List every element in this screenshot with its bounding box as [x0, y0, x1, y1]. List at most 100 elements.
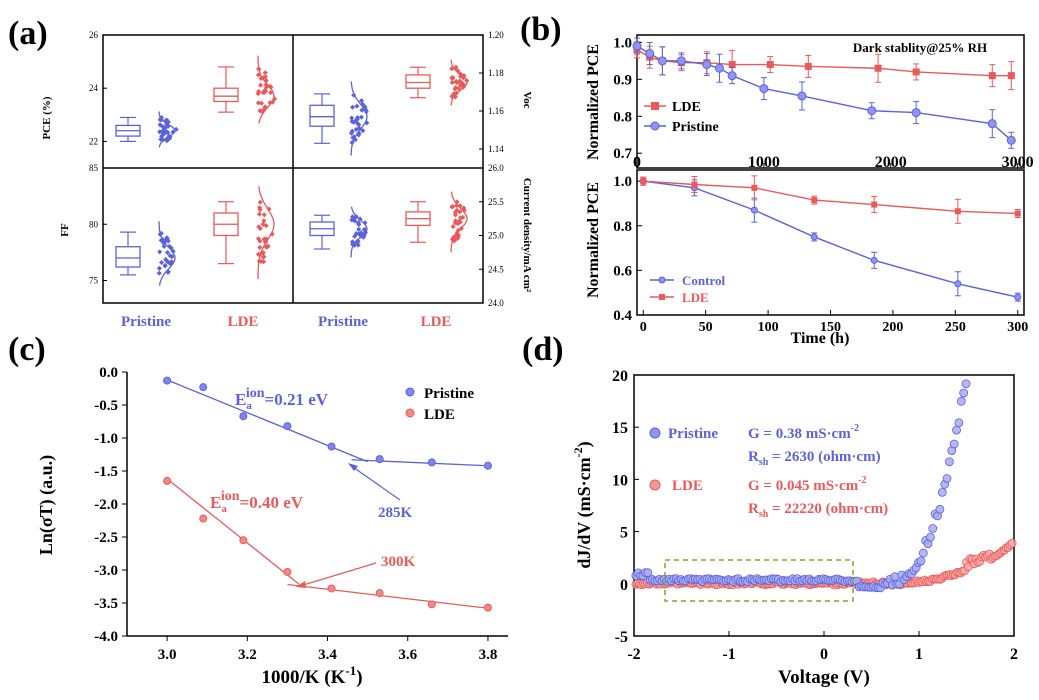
bottom-ytick-label: 0.6 [613, 263, 632, 279]
point-pristine [928, 524, 938, 533]
point-pristine [918, 548, 928, 558]
ea-pristine-sup: ion [246, 386, 265, 401]
k285-annotation: 285K [378, 505, 413, 521]
c-xtick-label: 3.4 [318, 647, 337, 663]
top-ytick-label: 0.7 [613, 146, 632, 162]
point-LDE [751, 184, 758, 191]
d-lde-R-val: = 22220 (ohm·cm) [768, 501, 888, 517]
box-iqr [309, 104, 335, 127]
point-Control [870, 256, 878, 264]
point-Control [1014, 293, 1022, 301]
distribution-curve [450, 59, 468, 106]
bottom-xtick-label: 100 [758, 320, 779, 335]
d-ylabel: dJ/dV (mS·cm-2) [571, 441, 595, 568]
d-lde-R: Rsh = 22220 (ohm·cm) [748, 501, 888, 520]
scatter-point [163, 237, 169, 243]
scatter-point [450, 224, 456, 230]
ea-pristine-base: E [235, 390, 246, 409]
scatter-point [263, 223, 269, 229]
point-LDE [912, 68, 920, 76]
scatter-point [256, 224, 262, 230]
panel-label-b: (b) [520, 11, 562, 48]
dark-stability-annotation: Dark stablity@25% RH [853, 40, 987, 55]
c-ytick-label: -2.0 [94, 497, 118, 513]
point-pristine [483, 461, 492, 470]
ea-pristine-annotation: Eaion=0.21 eV [235, 386, 329, 412]
scatter-point [354, 103, 360, 109]
d-pristine-R-sub: sh [759, 457, 769, 468]
legend-pristine-label: Pristine [672, 120, 719, 135]
point-lde [1007, 538, 1017, 548]
c-ytick-label: -3.0 [94, 563, 118, 579]
panel-a: 22 24 26 1.14 1.16 1.18 1.20 75 80 85 24.0 24.5 25.0… [41, 30, 533, 330]
scatter-point [255, 100, 261, 106]
fit-line-pristine-high [351, 459, 488, 467]
point-pristine [937, 487, 947, 497]
d-legend-pristine-marker [649, 427, 661, 439]
panel-label-d: (d) [522, 331, 564, 368]
distribution-curve [350, 206, 368, 258]
distribution-curve [450, 191, 468, 253]
scatter-point [162, 262, 168, 268]
tick-label: 1.14 [488, 144, 504, 154]
bottom-xtick-label: 50 [699, 320, 713, 335]
box-iqr [115, 246, 141, 268]
point-pristine [956, 396, 966, 406]
tick-label: 26.0 [488, 163, 504, 173]
point-lde [483, 603, 492, 612]
legend-lde-marker [651, 102, 659, 110]
point-Pristine [987, 119, 997, 129]
point-LDE [766, 61, 774, 69]
group-label-lde-1: LDE [228, 314, 259, 330]
scatter-point [164, 249, 171, 256]
bottom-legend: Control LDE [650, 273, 725, 305]
point-Control [810, 233, 818, 241]
point-pristine [952, 425, 961, 435]
scatter-point [453, 218, 459, 224]
point-Pristine [797, 91, 807, 101]
d-xtick-label: 2 [1010, 646, 1018, 663]
scatter-point [257, 244, 263, 250]
c-xlabel-text: 1000/K (K [261, 667, 345, 688]
c-legend-lde-marker [405, 408, 415, 418]
c-ytick-label: -3.5 [94, 596, 118, 612]
point-pristine [890, 572, 900, 582]
point-pristine [375, 455, 384, 464]
point-LDE [1014, 210, 1021, 217]
d-xlabel: Voltage (V) [778, 667, 870, 688]
c-ytick-label: -0.5 [94, 398, 118, 414]
d-ytick-label: -5 [615, 629, 628, 646]
point-pristine [961, 379, 971, 389]
scatter-point [454, 207, 460, 213]
point-Pristine [676, 56, 686, 66]
point-pristine [427, 458, 436, 467]
scatter-point [362, 220, 368, 226]
d-ylabel-close: ) [574, 441, 595, 447]
c-ytick-label: -4.0 [94, 629, 118, 645]
scatter-point [156, 270, 162, 276]
scatter-point [256, 211, 262, 217]
d-ylabel-sup: -2 [571, 447, 585, 457]
box-iqr [213, 87, 239, 103]
point-LDE [811, 197, 818, 204]
d-ytick-label: 0 [620, 577, 628, 594]
distribution-curve [257, 186, 275, 280]
tick-label: 24 [89, 83, 99, 93]
group-label-lde-2: LDE [421, 314, 452, 330]
scatter-point [255, 236, 262, 242]
d-pristine-R: Rsh = 2630 (ohm·cm) [748, 449, 881, 468]
legend-control-marker [658, 276, 666, 284]
point-lde [327, 584, 336, 593]
scatter-point [258, 82, 264, 88]
d-pristine-R-val: = 2630 (ohm·cm) [768, 449, 880, 465]
point-LDE [804, 62, 812, 70]
tick-label: 85 [89, 163, 99, 173]
d-lde-R-text: R [748, 501, 759, 517]
d-lde-G: G = 0.045 mS·cm-2 [748, 475, 867, 494]
scatter-point [169, 253, 175, 260]
tick-label: 75 [89, 276, 99, 286]
point-lde [199, 514, 208, 523]
point-LDE [728, 61, 736, 69]
scatter-point [356, 122, 362, 128]
